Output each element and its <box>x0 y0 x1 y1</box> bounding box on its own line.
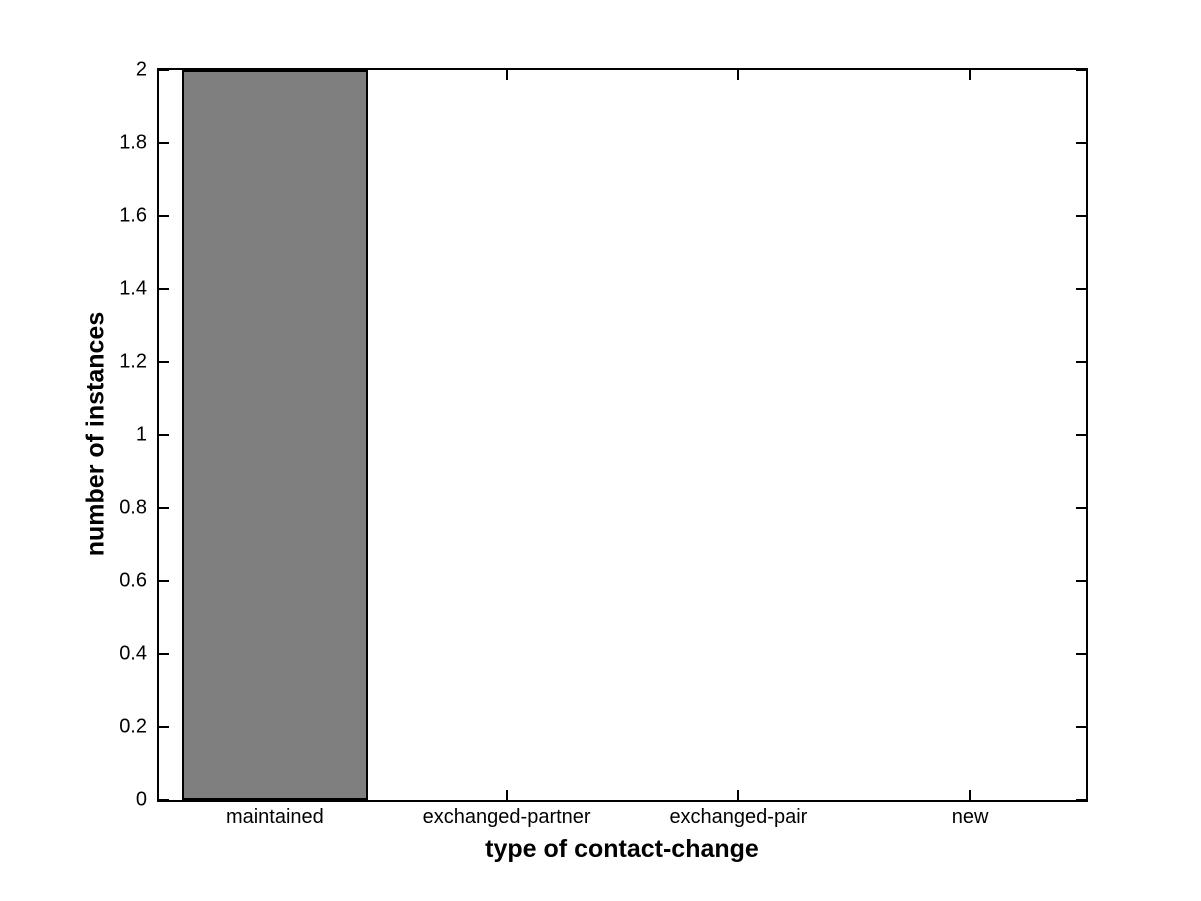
y-tick-label: 0.8 <box>119 496 147 519</box>
y-tick-right <box>1076 799 1086 801</box>
y-tick-left <box>159 726 169 728</box>
x-tick-bottom <box>505 790 508 800</box>
x-tick-bottom <box>969 790 972 800</box>
y-tick-label: 0.2 <box>119 715 147 738</box>
y-axis-label: number of instances <box>81 311 110 557</box>
y-tick-right <box>1076 142 1086 144</box>
y-tick-label: 1.4 <box>119 277 147 300</box>
plot-area <box>157 68 1088 802</box>
x-tick-label: exchanged-pair <box>669 806 808 828</box>
y-tick-label: 0.4 <box>119 642 147 665</box>
x-tick-label: exchanged-partner <box>422 806 591 828</box>
y-tick-label: 0.6 <box>119 569 147 592</box>
x-tick-bottom <box>737 790 740 800</box>
x-tick-label: maintained <box>225 806 324 828</box>
y-tick-label: 1.2 <box>119 350 147 373</box>
y-tick-left <box>159 361 169 363</box>
y-tick-label: 1 <box>135 423 147 446</box>
y-tick-label: 1.6 <box>119 204 147 227</box>
y-tick-label: 0 <box>135 788 147 811</box>
y-tick-left <box>159 434 169 436</box>
bar <box>182 70 368 800</box>
x-tick-top <box>505 70 508 80</box>
y-tick-left <box>159 580 169 582</box>
y-tick-right <box>1076 653 1086 655</box>
y-tick-label: 2 <box>135 58 147 81</box>
x-tick-top <box>737 70 740 80</box>
y-tick-right <box>1076 507 1086 509</box>
y-tick-left <box>159 653 169 655</box>
y-tick-left <box>159 507 169 509</box>
y-tick-right <box>1076 580 1086 582</box>
y-tick-left <box>159 215 169 217</box>
y-tick-right <box>1076 288 1086 290</box>
x-tick-label: new <box>951 806 989 828</box>
y-tick-right <box>1076 69 1086 71</box>
y-tick-left <box>159 69 169 71</box>
y-tick-right <box>1076 361 1086 363</box>
y-tick-right <box>1076 726 1086 728</box>
x-tick-top <box>969 70 972 80</box>
y-tick-right <box>1076 215 1086 217</box>
y-tick-left <box>159 288 169 290</box>
y-tick-right <box>1076 434 1086 436</box>
y-tick-left <box>159 799 169 801</box>
y-tick-left <box>159 142 169 144</box>
x-axis-label: type of contact-change <box>485 835 759 863</box>
y-tick-label: 1.8 <box>119 131 147 154</box>
